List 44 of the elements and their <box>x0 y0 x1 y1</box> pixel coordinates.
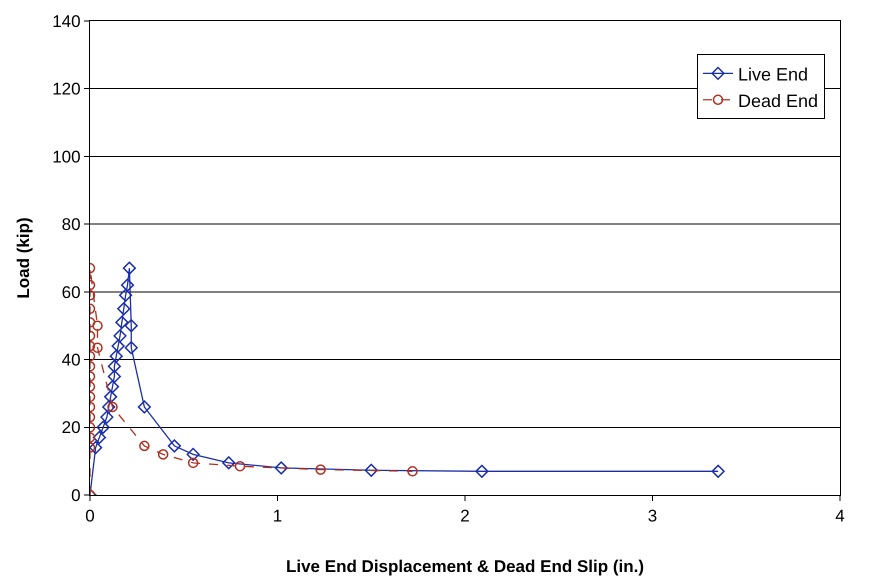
point <box>102 400 116 414</box>
point <box>119 288 132 302</box>
y-axis-title: Load (kip) <box>14 217 33 299</box>
point <box>122 262 136 275</box>
point <box>124 319 138 332</box>
point <box>475 464 488 478</box>
legend-label: Live End <box>738 64 808 84</box>
point <box>274 461 288 475</box>
x-tick-label: 3 <box>648 506 658 526</box>
x-tick-label: 0 <box>85 506 95 526</box>
point <box>222 456 236 470</box>
point <box>364 464 378 477</box>
point <box>110 350 123 363</box>
point <box>100 410 114 424</box>
y-tick-label: 0 <box>71 486 81 505</box>
legend-label: Dead End <box>738 90 818 111</box>
y-tick-label: 120 <box>52 80 81 99</box>
y-tick-label: 60 <box>62 282 81 302</box>
point <box>92 430 106 444</box>
x-axis-title: Live End Displacement & Dead End Slip (in.) <box>286 556 644 576</box>
y-tick-label: 100 <box>52 147 81 166</box>
point <box>113 329 127 342</box>
point <box>108 370 121 384</box>
y-tick-label: 20 <box>62 418 81 438</box>
x-tick-label: 1 <box>272 506 282 526</box>
point <box>124 341 138 354</box>
point <box>108 360 121 373</box>
x-tick-label: 2 <box>460 506 470 526</box>
point <box>90 441 102 454</box>
point <box>120 278 134 292</box>
y-tick-label: 40 <box>62 350 81 370</box>
y-tick-label: 140 <box>52 12 81 31</box>
point <box>712 464 725 478</box>
point <box>112 339 125 353</box>
point <box>96 420 110 434</box>
point <box>138 400 151 414</box>
y-tick-label: 80 <box>62 215 81 234</box>
point <box>168 439 181 453</box>
point <box>186 448 200 461</box>
x-tick-label: 4 <box>835 506 845 526</box>
point <box>117 302 130 316</box>
point <box>104 390 118 404</box>
point <box>115 316 128 329</box>
point <box>106 380 120 394</box>
